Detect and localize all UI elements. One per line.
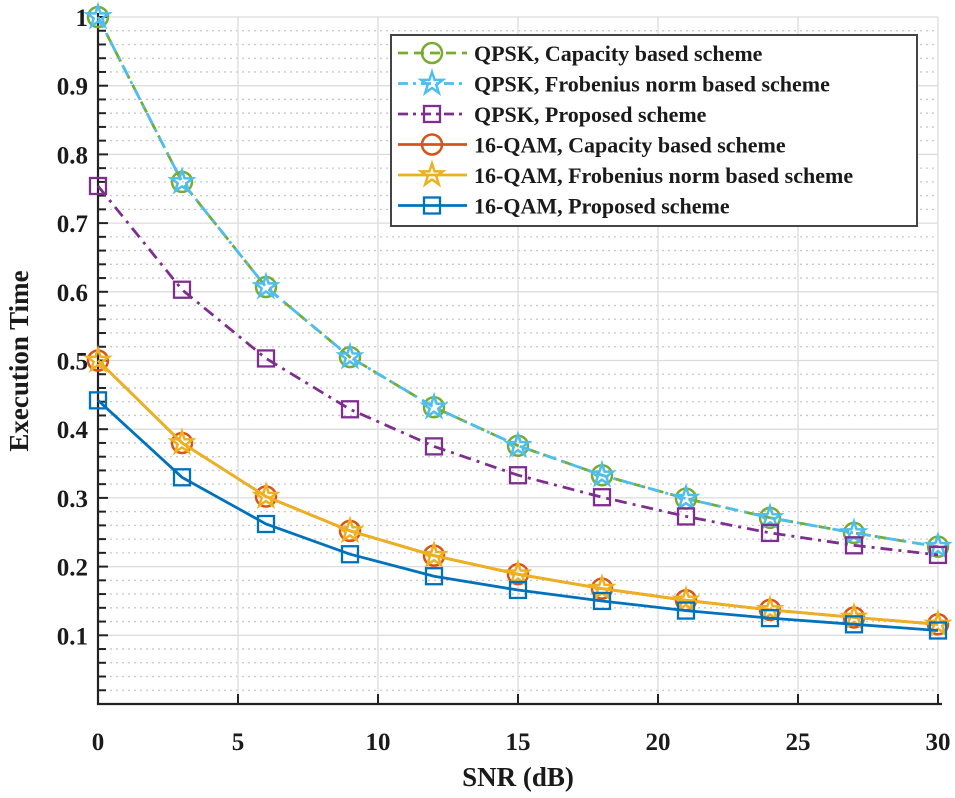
y-tick-label: 0.6 (57, 280, 88, 307)
x-tick-label: 10 (366, 729, 391, 756)
series-2 (83, 1, 953, 560)
legend-label: 16-QAM, Frobenius norm based scheme (474, 163, 853, 188)
star-marker (167, 166, 197, 195)
x-tick-label: 0 (92, 729, 105, 756)
square-marker (256, 349, 276, 368)
legend-label: QPSK, Capacity based scheme (474, 41, 763, 66)
star-marker (503, 558, 533, 587)
legend-label: QPSK, Proposed scheme (474, 102, 707, 127)
legend-box (390, 34, 918, 227)
square-marker (422, 104, 442, 124)
y-tick-label: 0.2 (57, 555, 88, 582)
square-marker (422, 196, 442, 215)
square-marker (676, 507, 696, 526)
y-tick-label: 0.9 (57, 74, 88, 101)
y-tick-label: 0.1 (57, 623, 88, 650)
series-line (96, 185, 939, 557)
square-marker (844, 536, 864, 555)
star-marker (419, 540, 449, 569)
star-marker (755, 502, 785, 531)
square-marker (844, 615, 864, 634)
star-marker (923, 608, 953, 637)
series-3 (88, 176, 948, 565)
square-marker (340, 400, 360, 419)
star-marker (83, 1, 113, 30)
square-marker (592, 488, 612, 507)
star-marker (335, 341, 365, 370)
x-tick-label: 20 (646, 729, 671, 756)
y-tick-label: 1 (76, 5, 89, 32)
y-axis-label: Execution Time (4, 270, 34, 451)
legend-label: 16-QAM, Proposed scheme (474, 194, 730, 219)
y-tick-label: 0.5 (57, 349, 88, 376)
square-marker (508, 580, 528, 600)
square-marker (676, 601, 696, 620)
legend-label: 16-QAM, Capacity based scheme (474, 133, 786, 158)
square-marker (424, 437, 444, 456)
star-marker (251, 481, 281, 509)
star-marker (335, 515, 365, 544)
x-tick-label: 5 (232, 729, 245, 756)
square-marker (340, 545, 360, 564)
square-marker (592, 591, 612, 611)
series-6 (88, 391, 948, 640)
y-tick-label: 0.3 (57, 486, 88, 513)
axes: 0.10.20.30.40.50.60.70.80.910 5 10 15 20 25 30 (57, 5, 951, 756)
square-marker (760, 523, 780, 543)
star-marker (755, 594, 785, 623)
square-marker (88, 391, 108, 410)
legend-label: QPSK, Frobenius norm based scheme (474, 72, 830, 97)
square-marker (256, 514, 276, 534)
circle-marker (420, 41, 444, 65)
series-line (97, 399, 939, 632)
circle-marker (420, 133, 444, 156)
star-marker (839, 601, 869, 630)
x-tick-label: 25 (786, 729, 811, 756)
star-marker (83, 345, 113, 373)
series-group (83, 1, 953, 640)
star-marker (251, 271, 281, 300)
x-tick-label: 30 (926, 729, 951, 756)
star-marker (419, 391, 449, 420)
star-marker (417, 68, 447, 96)
star-marker (167, 427, 197, 456)
square-marker (424, 567, 444, 586)
star-marker (587, 459, 617, 488)
y-tick-label: 0.7 (57, 211, 88, 238)
star-marker (671, 483, 701, 512)
legend: QPSK, Capacity based scheme QPSK, Frobeni… (390, 34, 918, 227)
x-tick-label: 15 (506, 729, 531, 756)
y-tick-label: 0.4 (57, 417, 89, 444)
square-marker (172, 468, 192, 487)
square-marker (88, 176, 108, 196)
square-marker (172, 280, 192, 299)
series-line (96, 16, 939, 549)
x-axis-label: SNR (dB) (462, 762, 574, 792)
square-marker (508, 466, 528, 485)
square-marker (760, 608, 780, 628)
star-marker (923, 531, 953, 560)
y-tick-label: 0.8 (57, 142, 88, 169)
square-marker (928, 545, 948, 565)
series-line (97, 359, 939, 626)
square-marker (928, 621, 948, 640)
star-marker (417, 159, 447, 188)
star-marker (671, 584, 701, 613)
star-marker (503, 430, 533, 459)
